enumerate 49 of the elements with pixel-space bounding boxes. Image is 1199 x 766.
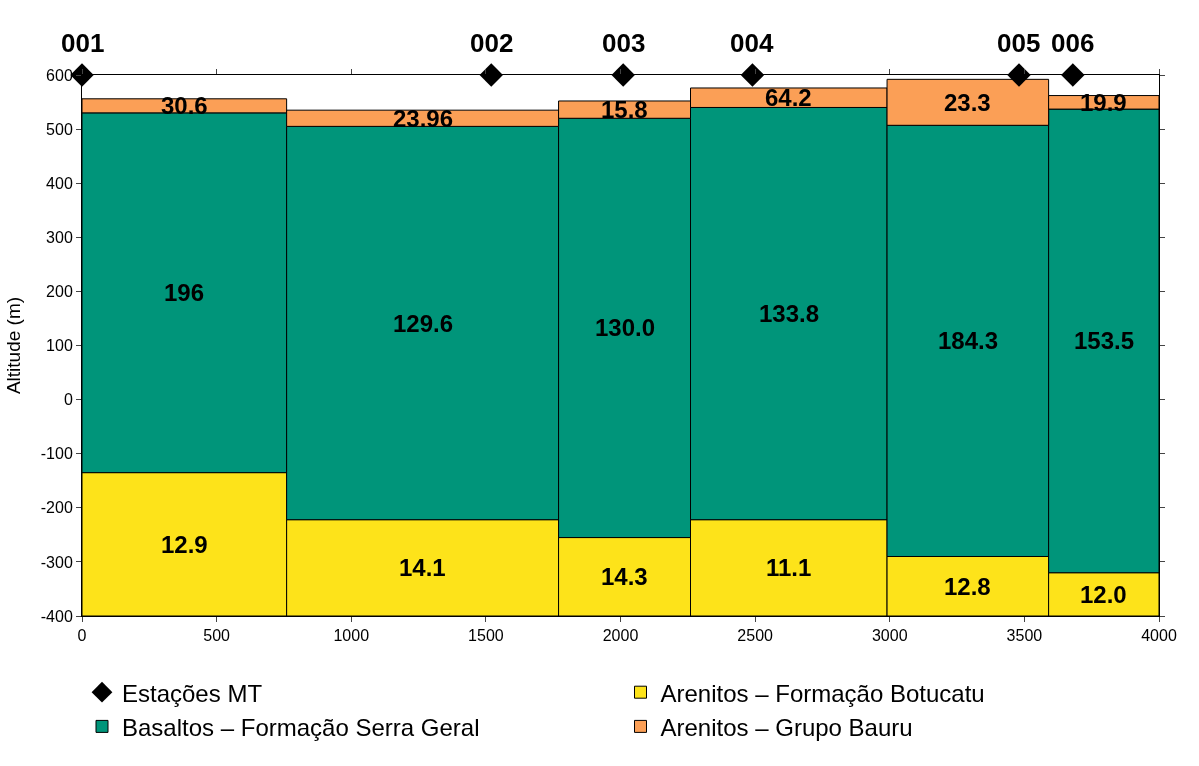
annotation: 006 [1051, 28, 1095, 58]
annotation: 64.2 [765, 84, 812, 111]
annotation: 133.8 [759, 300, 820, 327]
x-tick-label: 3500 [1006, 627, 1043, 645]
annotation: 12.8 [944, 573, 991, 600]
y-tick-label: 0 [63, 391, 73, 409]
x-tick-label: 500 [203, 627, 231, 645]
annotation: 30.6 [161, 92, 208, 119]
y-tick-label: -100 [40, 445, 73, 463]
x-tick-label: 0 [77, 627, 87, 645]
annotation: 004 [730, 28, 774, 58]
x-tick-label: 3000 [871, 627, 908, 645]
x-tick-label: 2500 [737, 627, 774, 645]
annotation: 001 [61, 28, 105, 58]
annotation: 14.3 [601, 563, 648, 590]
annotation: 196 [164, 279, 205, 306]
annotation: 23.3 [944, 89, 991, 116]
x-tick-label: 4000 [1141, 627, 1177, 645]
y-tick-label: 200 [46, 283, 73, 300]
annotation: 14.1 [399, 554, 446, 581]
y-tick-label: -200 [40, 499, 73, 517]
annotation: 129.6 [393, 310, 454, 337]
y-tick-label: -400 [40, 607, 73, 625]
annotation: 12.9 [161, 531, 208, 558]
annotation: 15.8 [601, 96, 648, 123]
legend-label: Estações MT [122, 679, 263, 707]
y-tick-label: 500 [46, 120, 73, 138]
annotation: 003 [602, 28, 646, 58]
legend-label: Basaltos – Formação Serra Geral [122, 713, 480, 741]
y-axis-title: Altitude (m) [2, 296, 24, 395]
annotation: 11.1 [766, 554, 812, 581]
annotation: 19.9 [1080, 89, 1127, 116]
y-tick-label: 600 [46, 66, 73, 84]
y-tick-label: 400 [46, 174, 73, 192]
annotation: 23.96 [393, 105, 454, 132]
x-tick-label: 1500 [468, 627, 504, 645]
legend-label: Arenitos – Grupo Bauru [660, 713, 913, 741]
y-tick-label: 300 [46, 228, 73, 246]
y-tick-label: 100 [46, 337, 73, 355]
annotation: 130.0 [595, 314, 656, 341]
legend-label: Arenitos – Formação Botucatu [660, 679, 985, 707]
y-tick-label: -300 [40, 553, 73, 571]
annotation: 184.3 [938, 327, 999, 354]
x-tick-label: 2000 [602, 627, 639, 645]
x-tick-label: 1000 [333, 627, 370, 645]
annotation: 002 [470, 28, 514, 58]
annotation: 12.0 [1080, 581, 1127, 608]
annotation: 005 [997, 28, 1041, 58]
annotation: 153.5 [1074, 327, 1135, 354]
